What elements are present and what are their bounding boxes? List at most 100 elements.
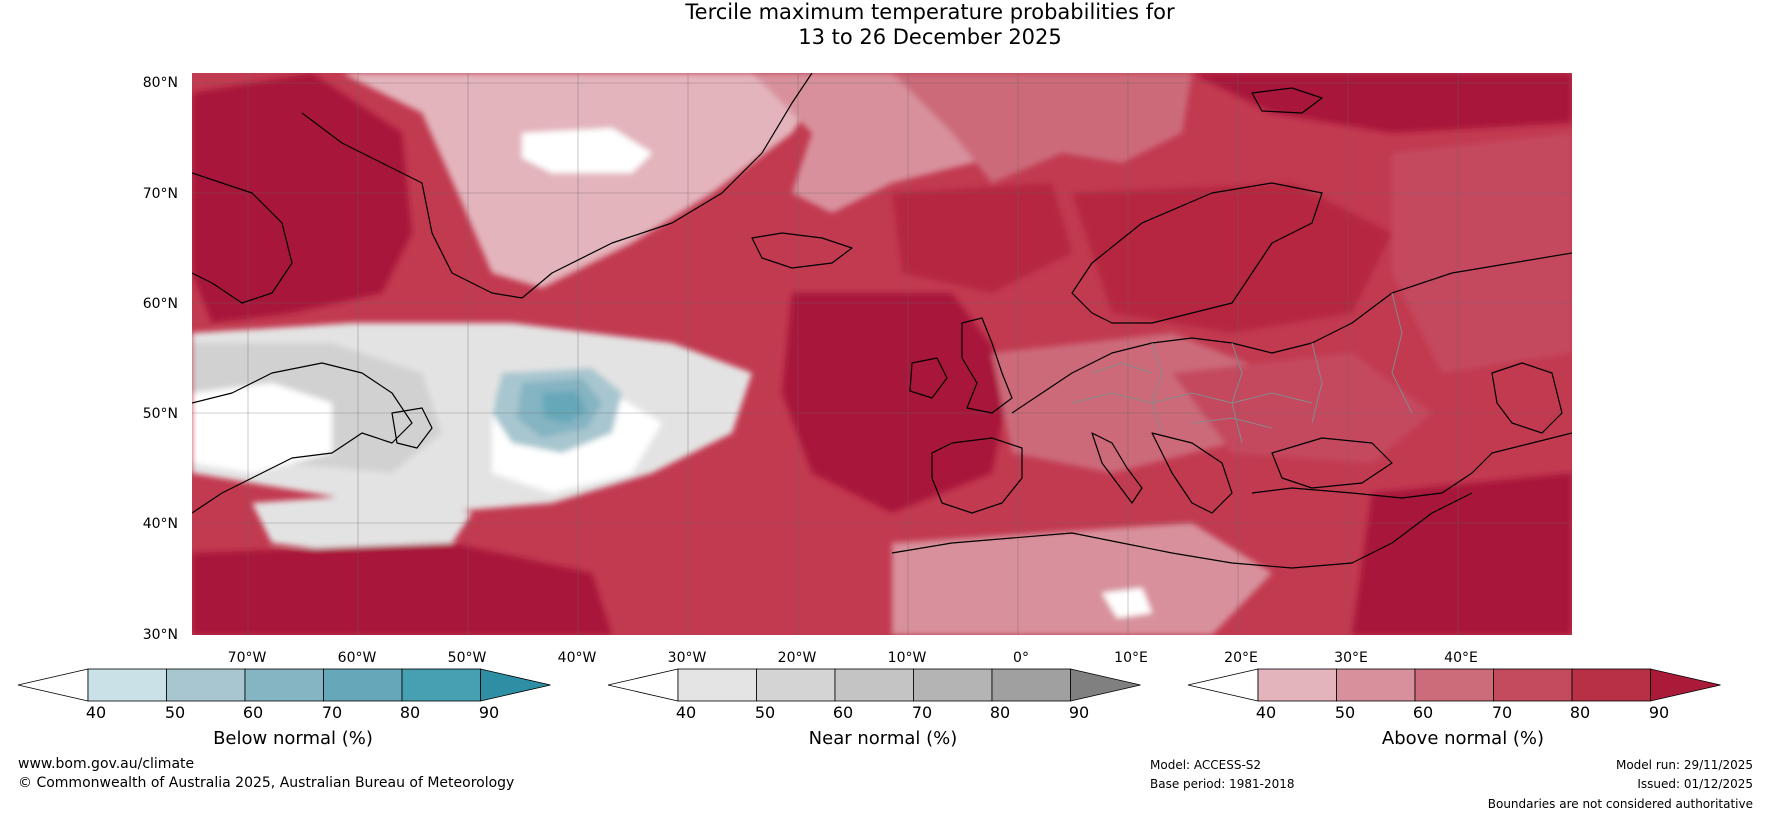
field-europe-mid <box>1172 353 1432 463</box>
above-colorbar-extend-low <box>1187 668 1259 702</box>
field-europe-light <box>992 333 1272 473</box>
field-below-normal-dark <box>542 391 587 423</box>
near-colorbar-segment <box>756 668 836 702</box>
footer-model: Model: ACCESS-S2 <box>1150 758 1262 772</box>
below-colorbar-extend-high <box>480 668 551 702</box>
near-tick-90: 90 <box>1068 703 1090 722</box>
footer-model-run: Model run: 29/11/2025 <box>1615 758 1753 772</box>
coastline-ireland <box>909 357 948 399</box>
field-middle-east-dark <box>1352 473 1572 635</box>
field-north-africa-light <box>892 523 1272 635</box>
colorbar-above-graphic <box>1187 668 1721 702</box>
colorbar-below-label: Below normal (%) <box>213 728 373 749</box>
below-colorbar-segment <box>87 668 167 702</box>
below-colorbar-extend-low <box>17 668 89 702</box>
below-tick-50: 50 <box>164 703 186 722</box>
colorbar-below <box>17 668 568 702</box>
field-arctic-light <box>892 73 1192 183</box>
map-title: Tercile maximum temperature probabilitie… <box>0 0 1770 50</box>
field-north-atlantic-dark <box>892 183 1072 293</box>
near-colorbar-segment <box>834 668 914 702</box>
title-line-2: 13 to 26 December 2025 <box>798 25 1062 49</box>
colorbar-above-label: Above normal (%) <box>1381 728 1545 749</box>
coastline-scandinavia <box>1071 182 1323 324</box>
footer-website-link[interactable]: www.bom.gov.au/climate <box>18 756 195 772</box>
coastline-turkey <box>1251 432 1572 499</box>
coastline-greenland-east <box>521 73 813 299</box>
below-colorbar-segment <box>401 668 481 702</box>
map-canvas <box>192 73 1572 635</box>
below-tick-90: 90 <box>478 703 500 722</box>
lat-label-50: 50°N <box>142 406 178 422</box>
footer-base-period: Base period: 1981-2018 <box>1150 777 1295 791</box>
near-tick-60: 60 <box>832 703 854 722</box>
lon-label-20w: 20°W <box>777 650 817 666</box>
above-tick-50: 50 <box>1334 703 1356 722</box>
lon-label-30w: 30°W <box>667 650 707 666</box>
lon-label-40e: 40°E <box>1444 650 1478 666</box>
above-tick-40: 40 <box>1255 703 1277 722</box>
footer-copyright: © Commonwealth of Australia 2025, Austra… <box>18 775 515 791</box>
coastline-arctic-islands <box>1251 87 1323 114</box>
near-colorbar-extend-low <box>607 668 679 702</box>
above-tick-70: 70 <box>1491 703 1513 722</box>
coastline-newfoundland <box>391 407 433 449</box>
lon-label-20e: 20°E <box>1224 650 1258 666</box>
lat-label-80: 80°N <box>142 75 178 91</box>
footer-disclaimer: Boundaries are not considered authoritat… <box>1487 797 1753 811</box>
below-tick-60: 60 <box>242 703 264 722</box>
field-greenland-light <box>342 73 832 288</box>
coastline-labrador <box>192 362 413 514</box>
below-tick-70: 70 <box>321 703 343 722</box>
coastline-iceland <box>751 232 853 269</box>
gridlines <box>192 73 1572 635</box>
lat-label-70: 70°N <box>142 186 178 202</box>
above-colorbar-segment <box>1571 668 1651 702</box>
colorbar-below-graphic <box>17 668 551 702</box>
coastline-europe <box>1011 252 1572 414</box>
above-colorbar-extend-high <box>1650 668 1721 702</box>
coastline-baffin <box>192 172 293 304</box>
near-colorbar-segment <box>913 668 993 702</box>
lon-label-70w: 70°W <box>227 650 267 666</box>
above-tick-60: 60 <box>1412 703 1434 722</box>
probability-fields <box>192 73 1572 635</box>
lon-label-60w: 60°W <box>337 650 377 666</box>
lon-label-30e: 30°E <box>1334 650 1368 666</box>
field-central-atlantic-dark <box>782 293 1012 513</box>
above-colorbar-segment <box>1257 668 1337 702</box>
near-tick-70: 70 <box>911 703 933 722</box>
coastline-north-africa <box>891 492 1473 569</box>
lat-label-30: 30°N <box>142 627 178 643</box>
lat-label-60: 60°N <box>142 296 178 312</box>
near-tick-50: 50 <box>754 703 776 722</box>
lon-label-10e: 10°E <box>1114 650 1148 666</box>
above-colorbar-segment <box>1493 668 1573 702</box>
below-colorbar-segment <box>323 668 403 702</box>
colorbar-near-label: Near normal (%) <box>808 728 958 749</box>
coastline-iberia <box>931 437 1023 514</box>
near-tick-40: 40 <box>675 703 697 722</box>
above-tick-90: 90 <box>1648 703 1670 722</box>
near-colorbar-segment <box>677 668 757 702</box>
title-line-1: Tercile maximum temperature probabilitie… <box>685 0 1175 24</box>
field-coast-white <box>192 383 332 473</box>
footer-issued: Issued: 01/12/2025 <box>1637 777 1753 791</box>
lon-label-40w: 40°W <box>557 650 597 666</box>
field-arctic-dark <box>1192 73 1572 133</box>
above-colorbar-segment <box>1336 668 1416 702</box>
below-tick-40: 40 <box>85 703 107 722</box>
lon-label-0: 0° <box>1013 650 1029 666</box>
field-greenland-white <box>522 128 652 173</box>
field-baffin-dark <box>192 73 412 323</box>
coastline-greenland-west <box>301 112 523 299</box>
below-colorbar-segment <box>166 668 246 702</box>
probability-map <box>192 73 1572 635</box>
above-tick-80: 80 <box>1569 703 1591 722</box>
country-borders <box>1071 292 1413 444</box>
lat-label-40: 40°N <box>142 516 178 532</box>
field-scandinavia-dark <box>1072 183 1392 333</box>
below-tick-80: 80 <box>399 703 421 722</box>
below-colorbar-segment <box>244 668 324 702</box>
lon-label-50w: 50°W <box>447 650 487 666</box>
